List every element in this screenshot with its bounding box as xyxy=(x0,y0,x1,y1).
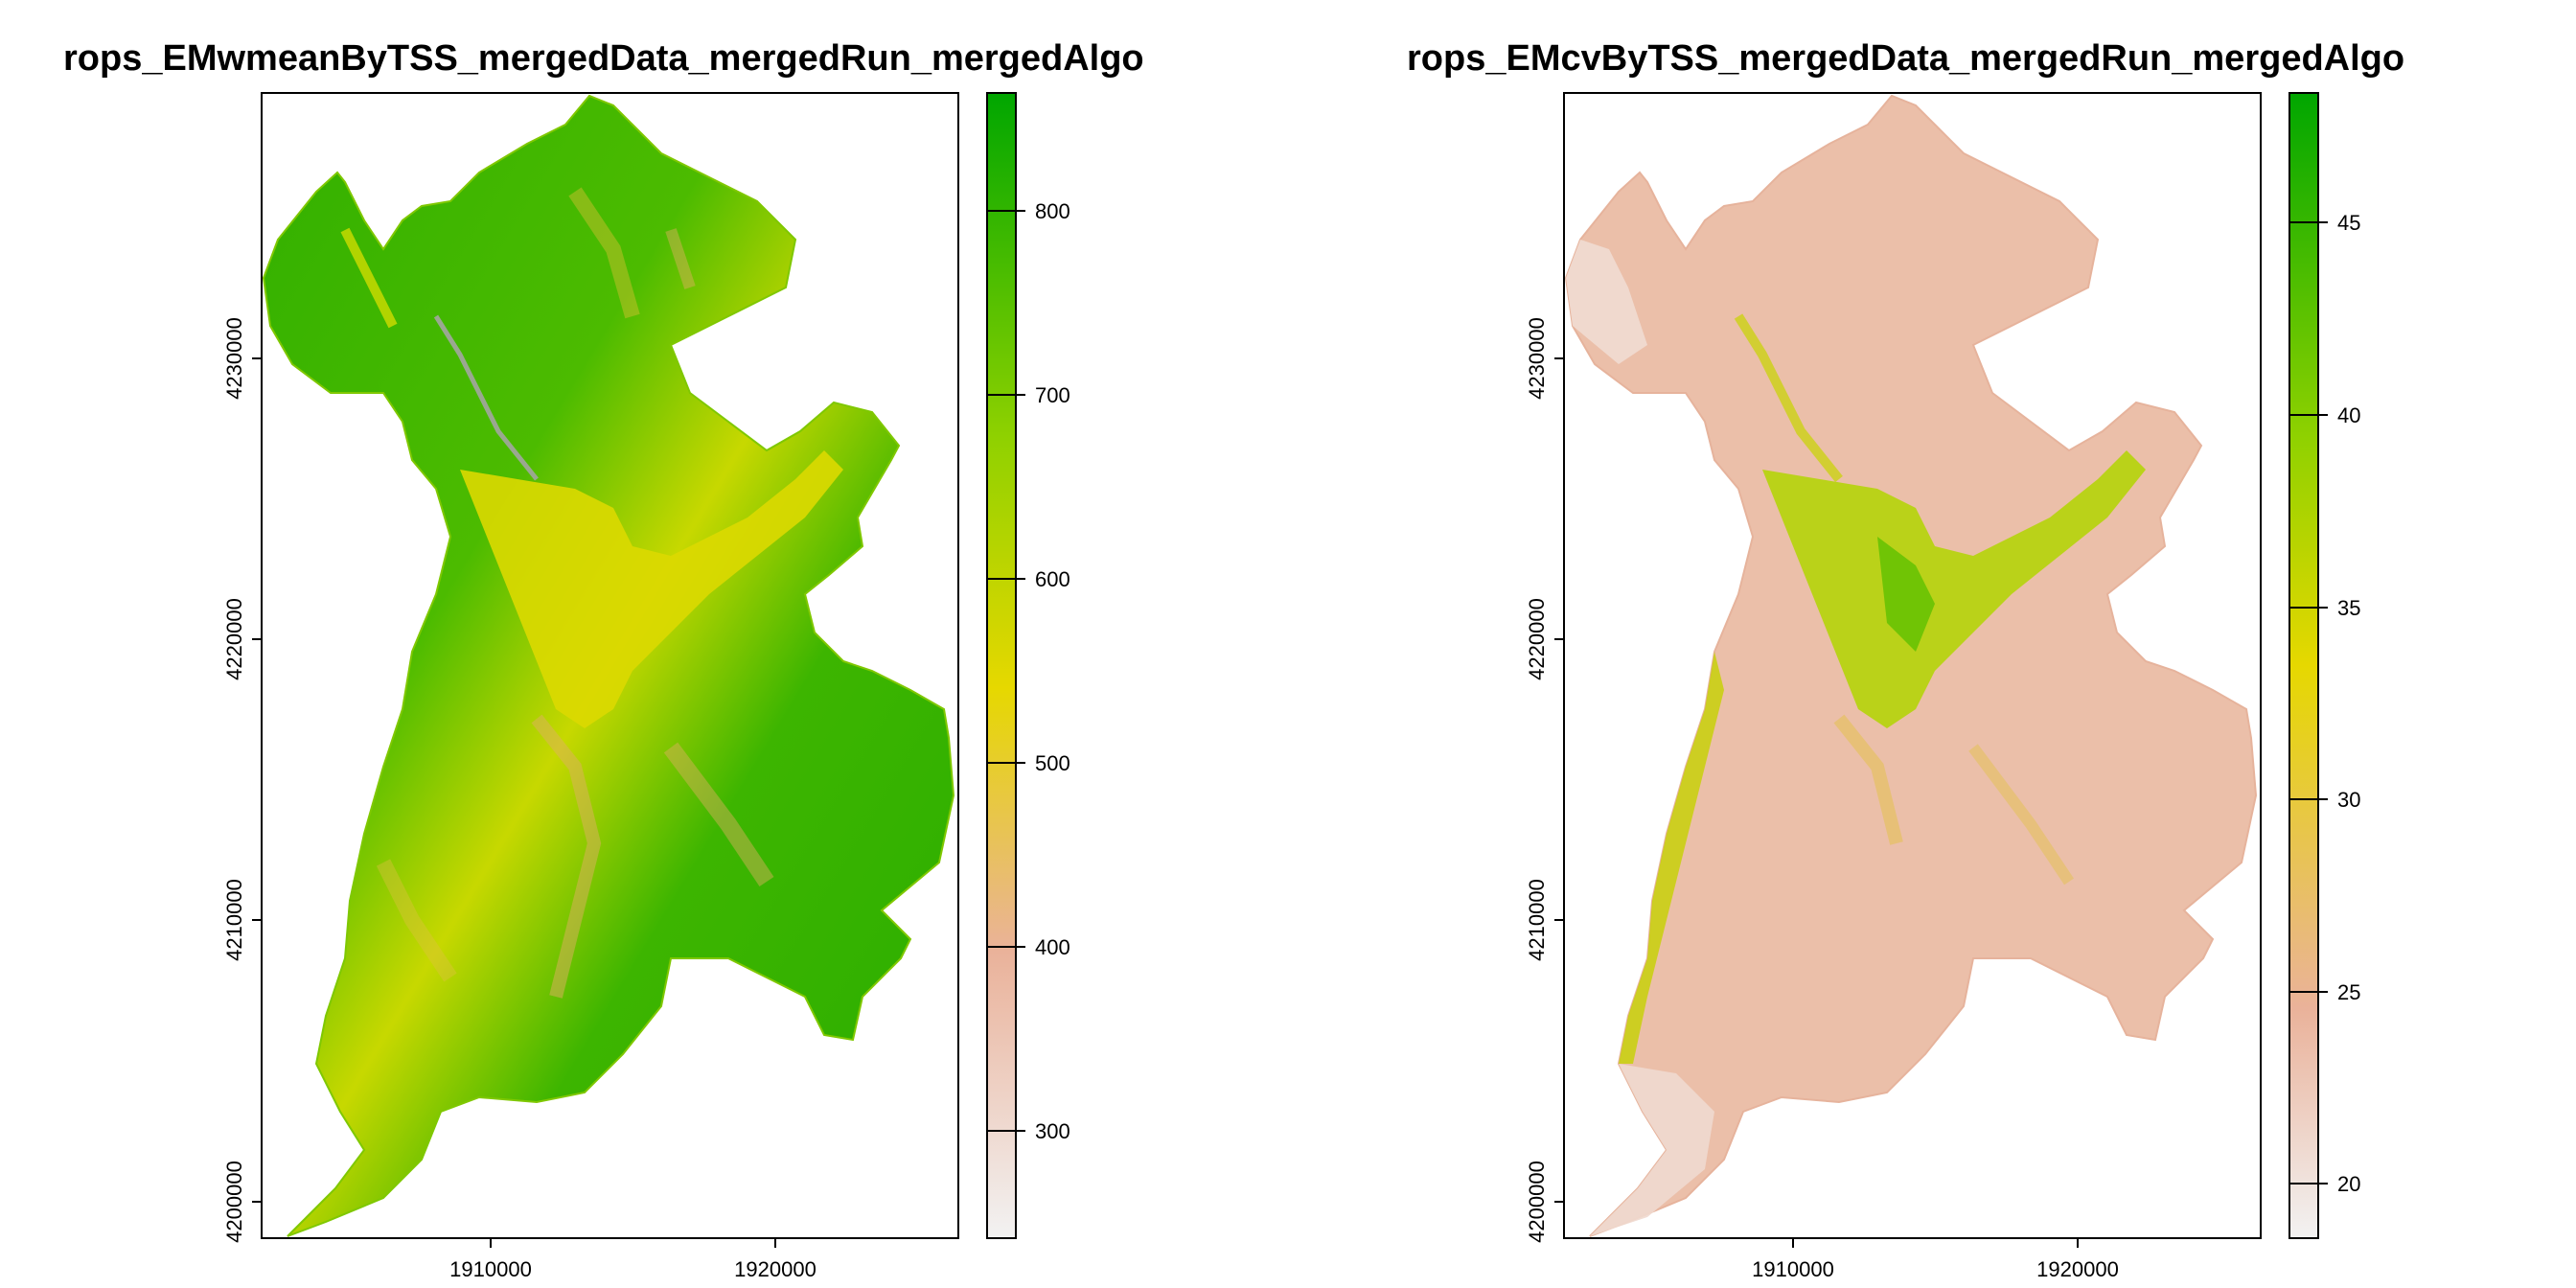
river-line xyxy=(433,314,539,481)
map-plot-cv: 1910000 1920000 4200000 4210000 4220000 … xyxy=(1525,92,2360,1281)
legend-colorbar xyxy=(2288,92,2319,1239)
map-panel-cv: rops_EMcvByTSS_mergedData_mergedRun_merg… xyxy=(1288,0,2576,1288)
map-panel-wmean: rops_EMwmeanByTSS_mergedData_mergedRun_m… xyxy=(63,38,1144,1281)
legend-tick-label: 25 xyxy=(2337,980,2360,1004)
y-tick-label: 4200000 xyxy=(1525,1161,1549,1243)
plot-frame xyxy=(261,92,959,1239)
legend-tick-label: 700 xyxy=(1035,383,1070,407)
map-title: rops_EMcvByTSS_mergedData_mergedRun_merg… xyxy=(1407,38,2405,79)
legend-tick-label: 35 xyxy=(2337,596,2360,620)
legend-ticks: 20 25 30 35 40 45 xyxy=(2289,211,2360,1196)
x-tick-label: 1910000 xyxy=(1752,1257,1834,1281)
y-tick-label: 4200000 xyxy=(222,1161,246,1243)
legend-tick-label: 800 xyxy=(1035,199,1070,223)
color-legend: 20 25 30 35 40 45 xyxy=(2288,92,2360,1239)
x-tick-label: 1910000 xyxy=(449,1257,532,1281)
legend-tick-label: 400 xyxy=(1035,935,1070,959)
y-tick-label: 4210000 xyxy=(222,879,246,961)
map-plot-wmean: 1910000 1920000 4200000 4210000 4220000 … xyxy=(222,92,1070,1281)
map-title: rops_EMwmeanByTSS_mergedData_mergedRun_m… xyxy=(63,38,1144,79)
y-axis: 4200000 4210000 4220000 4230000 xyxy=(222,317,262,1243)
valley-area xyxy=(460,450,843,728)
y-tick-label: 4230000 xyxy=(1525,317,1549,400)
y-axis: 4200000 4210000 4220000 4230000 xyxy=(1525,317,1564,1243)
legend-tick-label: 500 xyxy=(1035,751,1070,775)
y-tick-label: 4220000 xyxy=(1525,598,1549,680)
x-tick-label: 1920000 xyxy=(734,1257,816,1281)
x-axis: 1910000 1920000 xyxy=(1752,1238,2119,1281)
color-legend: 300 400 500 600 700 800 xyxy=(986,92,1070,1239)
x-tick-label: 1920000 xyxy=(2036,1257,2119,1281)
legend-tick-label: 45 xyxy=(2337,211,2360,235)
legend-tick-label: 600 xyxy=(1035,567,1070,591)
plot-frame xyxy=(1563,92,2262,1239)
valley-area xyxy=(1762,450,2146,728)
legend-ticks: 300 400 500 600 700 800 xyxy=(987,199,1070,1143)
y-tick-label: 4220000 xyxy=(222,598,246,680)
legend-colorbar xyxy=(986,92,1017,1239)
x-axis: 1910000 1920000 xyxy=(449,1238,816,1281)
y-tick-label: 4230000 xyxy=(222,317,246,400)
legend-tick-label: 300 xyxy=(1035,1119,1070,1143)
legend-tick-label: 20 xyxy=(2337,1172,2360,1196)
legend-tick-label: 30 xyxy=(2337,788,2360,812)
legend-tick-label: 40 xyxy=(2337,403,2360,427)
y-tick-label: 4210000 xyxy=(1525,879,1549,961)
